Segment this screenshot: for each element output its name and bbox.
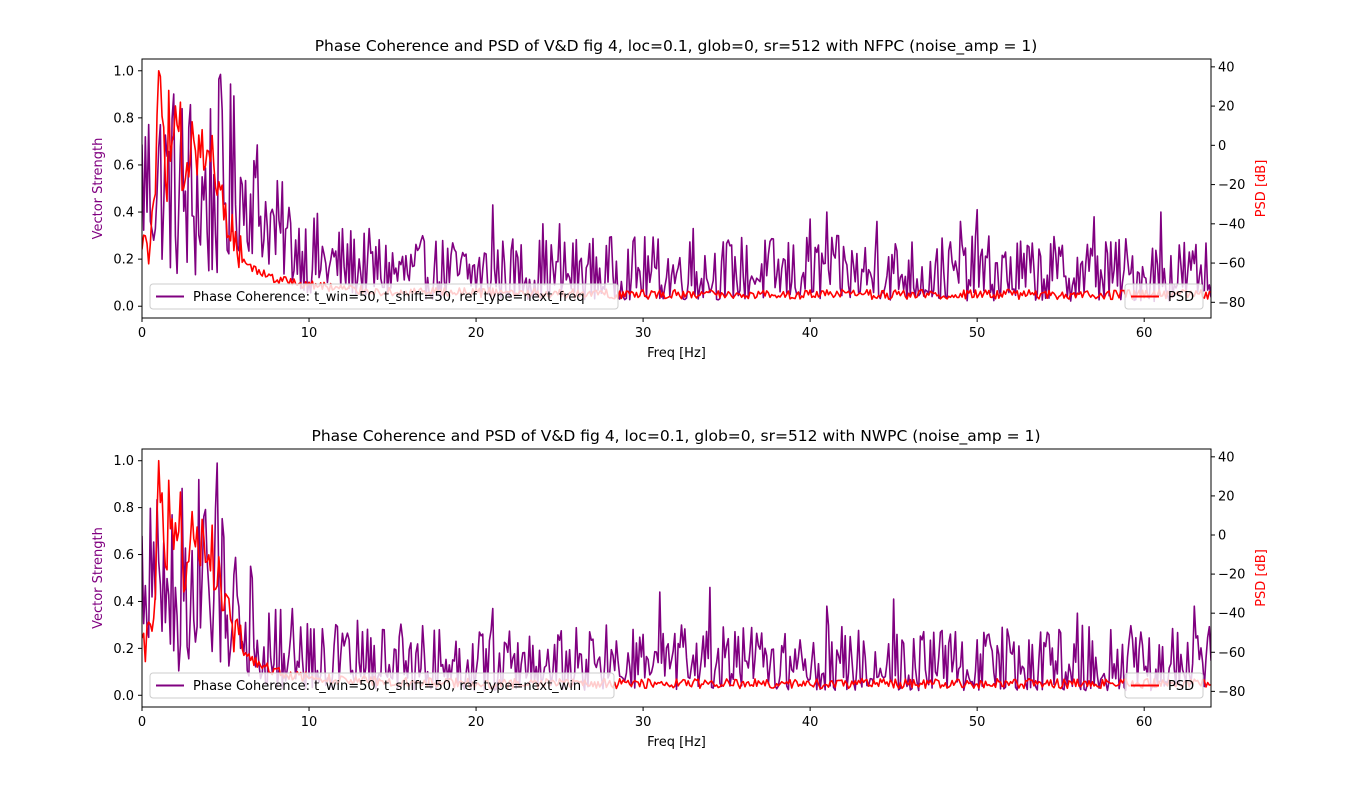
y2-tick-label: −80 [1218, 296, 1245, 311]
legend-label: Phase Coherence: t_win=50, t_shift=50, r… [193, 679, 581, 694]
x-tick-label: 60 [1136, 326, 1153, 341]
x-tick-label: 50 [969, 326, 986, 341]
y-axis-ticks: 0.0 0.2 0.4 0.6 0.8 1.0 [113, 454, 142, 704]
chart-panel-bottom: Phase Coherence and PSD of V&D fig 4, lo… [91, 427, 1269, 750]
y-tick-label: 0.2 [113, 253, 134, 268]
y2-tick-label: −20 [1218, 568, 1245, 583]
y-tick-label: 0.4 [113, 595, 134, 610]
chart-title: Phase Coherence and PSD of V&D fig 4, lo… [315, 37, 1038, 56]
x-tick-label: 30 [635, 326, 652, 341]
x-tick-label: 10 [301, 326, 318, 341]
y-tick-label: 0.6 [113, 548, 134, 563]
y-tick-label: 0.4 [113, 206, 134, 221]
legend-coherence: Phase Coherence: t_win=50, t_shift=50, r… [149, 283, 619, 310]
x-tick-label: 0 [138, 326, 146, 341]
coherence-series-line [142, 73, 1211, 303]
y-axis-ticks: 0.0 0.2 0.4 0.6 0.8 1.0 [113, 64, 142, 315]
plot-frame [141, 58, 1212, 319]
x-tick-label: 10 [301, 715, 318, 730]
x-tick-label: 60 [1136, 715, 1153, 730]
y2-tick-label: 40 [1218, 450, 1235, 465]
legend-box [149, 672, 615, 699]
x-tick-label: 30 [635, 715, 652, 730]
y2-tick-label: −80 [1218, 685, 1245, 700]
legend-label: Phase Coherence: t_win=50, t_shift=50, r… [193, 290, 585, 305]
legend-label: PSD [1168, 290, 1194, 305]
y-axis-label: Vector Strength [91, 138, 106, 240]
coherence-series-line [142, 462, 1211, 692]
plot-frame [141, 448, 1212, 708]
y2-tick-label: −20 [1218, 178, 1245, 193]
y2-axis-label: PSD [dB] [1254, 160, 1269, 218]
y2-tick-label: 0 [1218, 139, 1226, 154]
y2-tick-label: 40 [1218, 60, 1235, 75]
x-tick-label: 40 [802, 715, 819, 730]
x-tick-label: 20 [468, 715, 485, 730]
y-tick-label: 0.2 [113, 642, 134, 657]
y-tick-label: 0.0 [113, 300, 134, 315]
y-axis-label: Vector Strength [91, 527, 106, 629]
y2-axis-ticks: −80 −60 −40 −20 0 20 40 [1211, 60, 1245, 311]
x-tick-label: 50 [969, 715, 986, 730]
chart-panel-top: Phase Coherence and PSD of V&D fig 4, lo… [91, 37, 1269, 361]
y2-tick-label: 20 [1218, 100, 1235, 115]
y2-axis-ticks: −80 −60 −40 −20 0 20 40 [1211, 450, 1245, 700]
y-tick-label: 0.8 [113, 111, 134, 126]
x-axis-ticks: 0 10 20 30 40 50 60 [138, 318, 1153, 341]
legend-label: PSD [1168, 679, 1194, 694]
x-tick-label: 0 [138, 715, 146, 730]
chart-title: Phase Coherence and PSD of V&D fig 4, lo… [311, 427, 1040, 446]
series-layer [142, 69, 1211, 303]
y2-tick-label: −60 [1218, 257, 1245, 272]
x-axis-ticks: 0 10 20 30 40 50 60 [138, 707, 1153, 730]
y-tick-label: 0.6 [113, 158, 134, 173]
legend-box [1124, 672, 1204, 699]
y-tick-label: 1.0 [113, 64, 134, 79]
legend-coherence: Phase Coherence: t_win=50, t_shift=50, r… [149, 672, 615, 699]
y2-tick-label: 20 [1218, 489, 1235, 504]
x-tick-label: 40 [802, 326, 819, 341]
y2-tick-label: −40 [1218, 217, 1245, 232]
x-axis-label: Freq [Hz] [647, 346, 706, 361]
legend-box [1124, 283, 1204, 310]
x-tick-label: 20 [468, 326, 485, 341]
series-layer [142, 459, 1211, 692]
y-tick-label: 0.0 [113, 689, 134, 704]
y2-tick-label: −60 [1218, 646, 1245, 661]
x-axis-label: Freq [Hz] [647, 735, 706, 750]
legend-psd: PSD [1124, 283, 1204, 310]
y2-tick-label: 0 [1218, 529, 1226, 544]
y-tick-label: 0.8 [113, 501, 134, 516]
y2-tick-label: −40 [1218, 607, 1245, 622]
legend-box [149, 283, 619, 310]
y2-axis-label: PSD [dB] [1254, 549, 1269, 607]
legend-psd: PSD [1124, 672, 1204, 699]
y-tick-label: 1.0 [113, 454, 134, 469]
